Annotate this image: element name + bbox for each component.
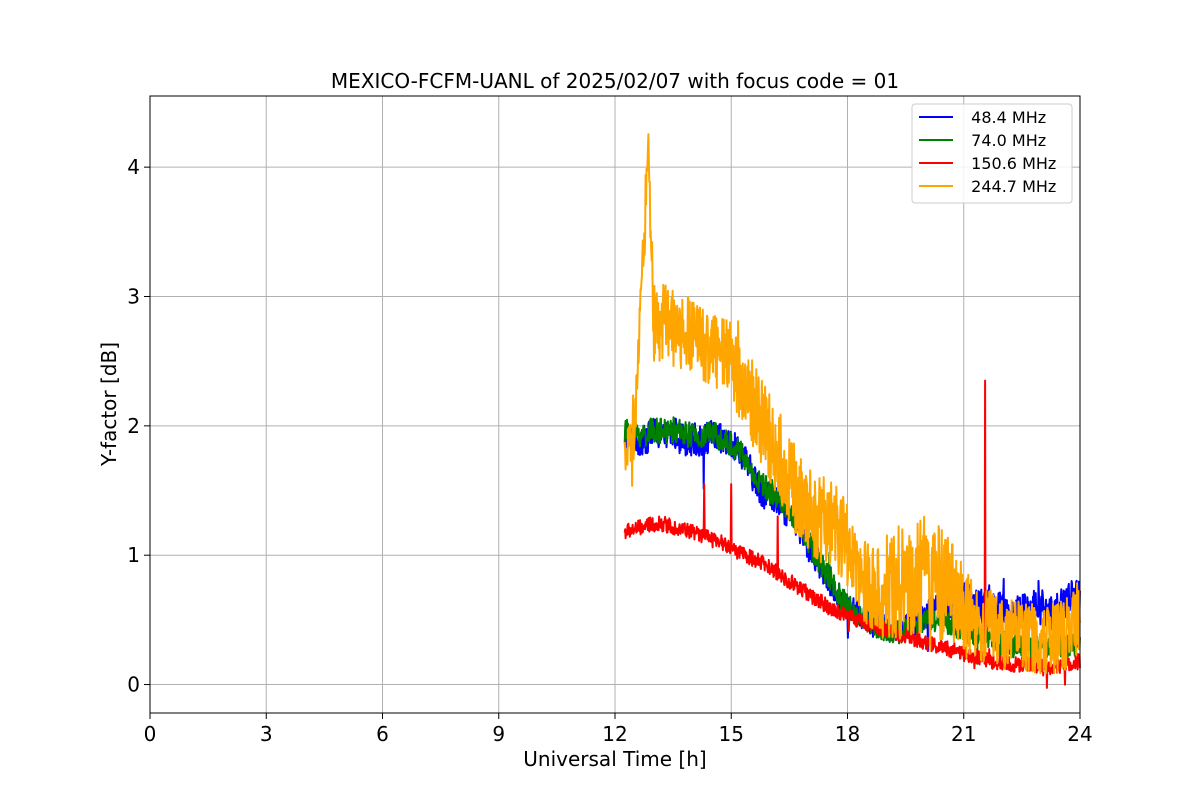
x-tick-label: 21 <box>951 722 976 746</box>
x-tick-label: 0 <box>144 722 157 746</box>
y-tick-label: 1 <box>127 543 140 567</box>
x-axis-label: Universal Time [h] <box>523 747 706 771</box>
legend-label: 244.7 MHz <box>961 177 1056 196</box>
x-tick-label: 24 <box>1067 722 1092 746</box>
legend-label: 150.6 MHz <box>961 154 1056 173</box>
x-tick-label: 6 <box>376 722 389 746</box>
x-tick-label: 12 <box>602 722 627 746</box>
y-tick-label: 4 <box>127 155 140 179</box>
x-tick-label: 18 <box>835 722 860 746</box>
legend: 48.4 MHz 74.0 MHz 150.6 MHz 244.7 MHz <box>911 103 1073 204</box>
legend-box <box>911 103 1073 204</box>
y-tick-label: 3 <box>127 284 140 308</box>
chart-title: MEXICO-FCFM-UANL of 2025/02/07 with focu… <box>331 69 899 93</box>
series-line-3 <box>623 133 1081 675</box>
series-layer <box>623 133 1081 689</box>
legend-label: 74.0 MHz <box>961 131 1046 150</box>
legend-label: 48.4 MHz <box>961 108 1046 127</box>
y-tick-label: 0 <box>127 673 140 697</box>
y-tick-label: 2 <box>127 414 140 438</box>
x-tick-label: 15 <box>719 722 744 746</box>
x-tick-label: 9 <box>492 722 505 746</box>
x-tick-label: 3 <box>260 722 273 746</box>
y-axis-label: Y-factor [dB] <box>97 342 121 467</box>
